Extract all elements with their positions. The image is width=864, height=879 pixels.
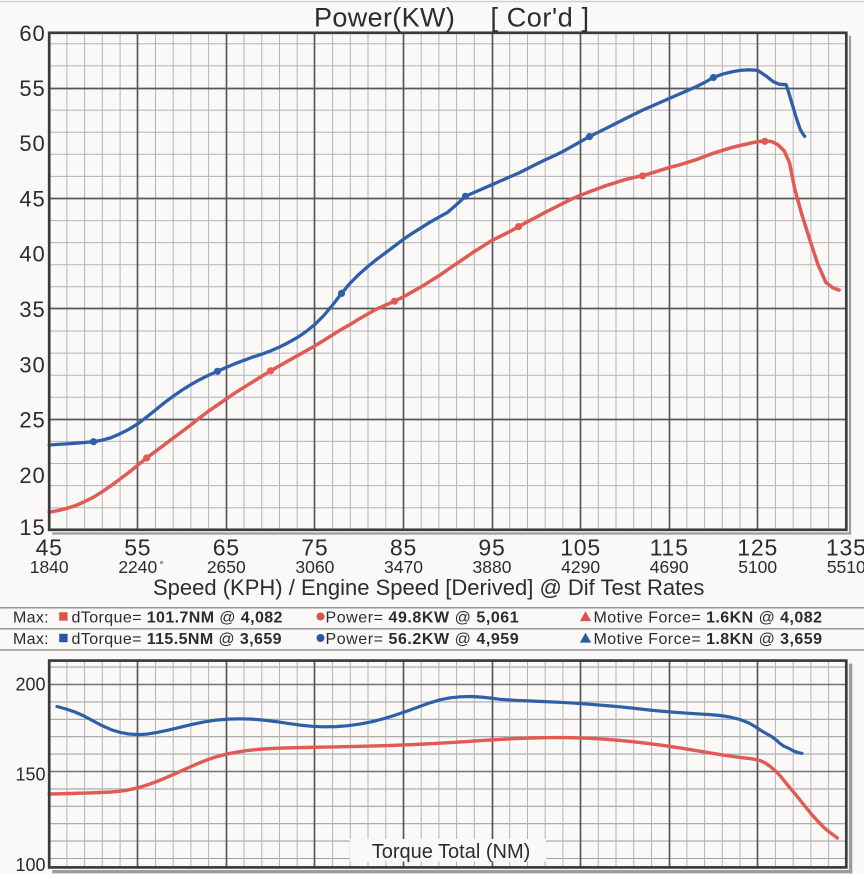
svg-text:135: 135 bbox=[826, 535, 864, 561]
svg-text:150: 150 bbox=[15, 765, 45, 785]
svg-text:85: 85 bbox=[390, 535, 417, 561]
svg-text:95: 95 bbox=[478, 535, 505, 561]
svg-text:75: 75 bbox=[301, 535, 328, 561]
svg-text:Max:: Max: bbox=[13, 631, 49, 648]
svg-text:Motive Force= 1.6KN @ 4,082: Motive Force= 1.6KN @ 4,082 bbox=[594, 609, 823, 626]
svg-text:5100: 5100 bbox=[738, 557, 777, 577]
svg-text:60: 60 bbox=[19, 21, 45, 46]
svg-text:5510: 5510 bbox=[827, 557, 864, 577]
svg-text:Motive Force= 1.8KN @ 3,659: Motive Force= 1.8KN @ 3,659 bbox=[594, 631, 823, 648]
svg-text:4690: 4690 bbox=[650, 557, 689, 577]
svg-text:dTorque= 101.7NM @ 4,082: dTorque= 101.7NM @ 4,082 bbox=[72, 609, 283, 626]
svg-text:dTorque= 115.5NM @ 3,659: dTorque= 115.5NM @ 3,659 bbox=[72, 631, 282, 648]
svg-text:Power= 56.2KW @ 4,959: Power= 56.2KW @ 4,959 bbox=[326, 631, 520, 648]
svg-text:50: 50 bbox=[19, 131, 45, 156]
svg-text:2240: 2240 bbox=[118, 557, 157, 577]
svg-text:45: 45 bbox=[36, 535, 63, 561]
svg-text:125: 125 bbox=[737, 535, 778, 561]
svg-text:25: 25 bbox=[19, 408, 45, 433]
svg-text:35: 35 bbox=[19, 297, 45, 322]
svg-text:15: 15 bbox=[19, 515, 45, 540]
svg-text:[ Cor'd ]: [ Cor'd ] bbox=[491, 3, 590, 33]
svg-text:4290: 4290 bbox=[561, 557, 600, 577]
svg-text:40: 40 bbox=[19, 242, 45, 267]
svg-text:30: 30 bbox=[19, 352, 45, 377]
svg-text:115: 115 bbox=[650, 535, 689, 561]
svg-text:Max:: Max: bbox=[13, 609, 49, 626]
svg-text:2650: 2650 bbox=[207, 557, 246, 577]
svg-text:55: 55 bbox=[19, 76, 45, 101]
svg-text:105: 105 bbox=[560, 535, 601, 561]
svg-text:Torque Total (NM): Torque Total (NM) bbox=[372, 841, 531, 863]
svg-text:3470: 3470 bbox=[384, 557, 423, 577]
svg-text:1840: 1840 bbox=[30, 557, 69, 577]
svg-text:3880: 3880 bbox=[473, 557, 512, 577]
svg-text:200: 200 bbox=[15, 675, 45, 695]
svg-text:Power(KW): Power(KW) bbox=[314, 3, 455, 33]
svg-text:3060: 3060 bbox=[295, 557, 334, 577]
svg-text:45: 45 bbox=[19, 186, 45, 211]
svg-text:65: 65 bbox=[213, 535, 240, 561]
svg-text:Speed (KPH) / Engine Speed [De: Speed (KPH) / Engine Speed [Derived] @ D… bbox=[153, 575, 704, 600]
svg-text:100: 100 bbox=[15, 855, 45, 874]
svg-text:Power= 49.8KW @ 5,061: Power= 49.8KW @ 5,061 bbox=[326, 609, 520, 626]
svg-text:55: 55 bbox=[124, 535, 151, 561]
svg-text:20: 20 bbox=[19, 463, 45, 488]
